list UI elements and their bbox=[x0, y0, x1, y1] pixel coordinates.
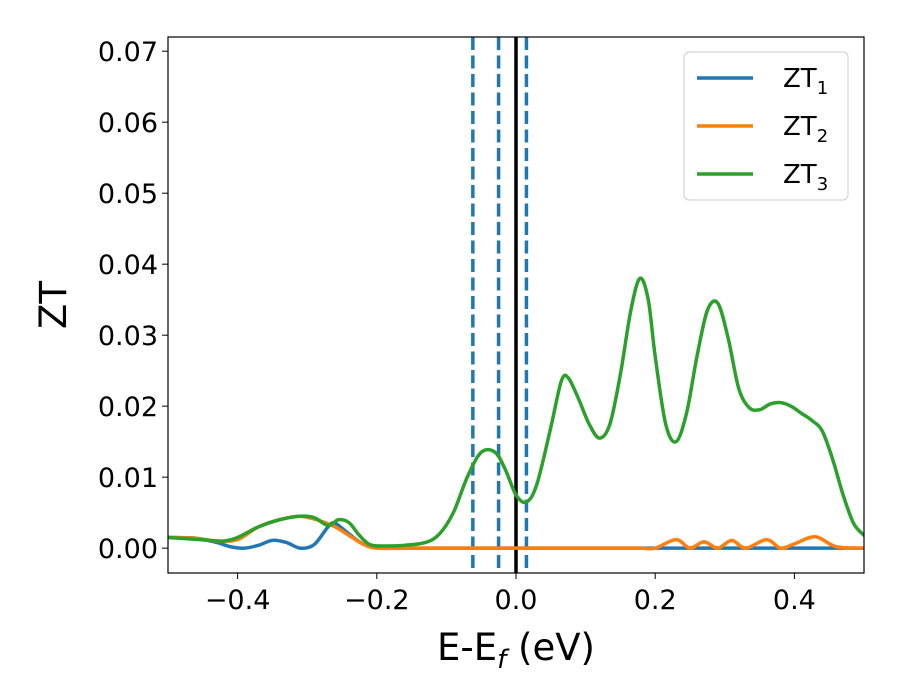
legend-label-zt2: ZT2 bbox=[783, 112, 828, 147]
x-tick-label: 0.4 bbox=[773, 585, 816, 616]
y-axis-label: ZT bbox=[32, 281, 75, 329]
legend-label-zt1: ZT1 bbox=[783, 64, 828, 99]
reference-lines bbox=[471, 37, 529, 573]
x-axis: −0.4 −0.2 0.0 0.2 0.4 bbox=[205, 573, 816, 616]
legend: ZT1 ZT2 ZT3 bbox=[683, 51, 849, 201]
x-axis-label: E-Ef (eV) bbox=[437, 626, 595, 675]
y-tick-label: 0.07 bbox=[98, 37, 158, 68]
y-tick-label: 0.04 bbox=[98, 250, 158, 281]
y-axis: 0.00 0.01 0.02 0.03 0.04 0.05 0.06 0.07 bbox=[98, 37, 168, 565]
y-tick-label: 0.01 bbox=[98, 463, 158, 494]
y-tick-label: 0.00 bbox=[98, 534, 158, 565]
x-tick-label: −0.2 bbox=[344, 585, 410, 616]
x-tick-label: 0.2 bbox=[634, 585, 677, 616]
x-tick-label: −0.4 bbox=[205, 585, 271, 616]
series-lines bbox=[168, 276, 864, 551]
y-tick-label: 0.03 bbox=[98, 321, 158, 352]
legend-label-zt3: ZT3 bbox=[783, 160, 828, 195]
x-tick-label: 0.0 bbox=[495, 585, 538, 616]
y-tick-label: 0.02 bbox=[98, 392, 158, 423]
y-tick-label: 0.06 bbox=[98, 108, 158, 139]
legend-box bbox=[683, 51, 849, 201]
y-tick-label: 0.05 bbox=[98, 179, 158, 210]
series-line-zt3 bbox=[168, 276, 864, 548]
